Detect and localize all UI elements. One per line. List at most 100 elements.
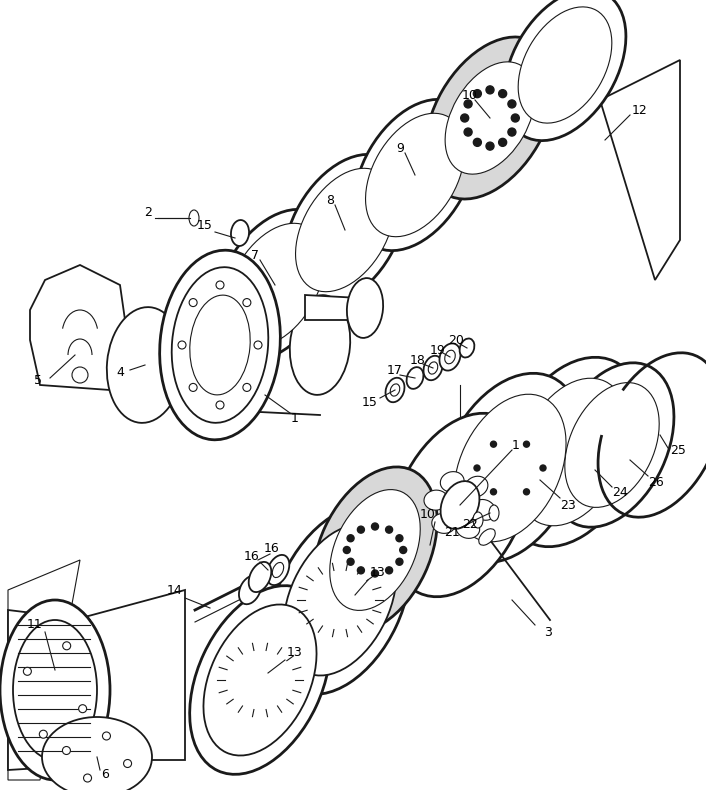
Circle shape (189, 299, 197, 307)
Circle shape (371, 523, 378, 530)
Text: 19: 19 (430, 344, 446, 356)
Ellipse shape (203, 604, 316, 755)
Ellipse shape (190, 295, 250, 395)
Ellipse shape (445, 62, 535, 174)
Ellipse shape (385, 378, 405, 402)
Circle shape (371, 570, 378, 577)
Ellipse shape (441, 472, 464, 492)
Text: 12: 12 (632, 103, 648, 116)
Ellipse shape (473, 512, 483, 528)
Polygon shape (600, 60, 680, 280)
Circle shape (357, 526, 364, 533)
Circle shape (254, 341, 262, 349)
Ellipse shape (270, 506, 410, 694)
Circle shape (72, 367, 88, 383)
Text: 1: 1 (291, 412, 299, 424)
Circle shape (524, 489, 530, 495)
Ellipse shape (239, 576, 261, 604)
Text: 21: 21 (444, 525, 460, 539)
Polygon shape (8, 610, 95, 770)
Ellipse shape (42, 717, 152, 790)
Ellipse shape (267, 555, 289, 585)
Text: 8: 8 (326, 194, 334, 206)
Text: 15: 15 (197, 219, 213, 231)
Ellipse shape (160, 250, 280, 440)
Circle shape (357, 567, 364, 574)
Ellipse shape (445, 350, 455, 364)
Circle shape (124, 759, 131, 768)
Circle shape (189, 383, 197, 391)
Circle shape (343, 547, 350, 554)
Circle shape (498, 89, 507, 98)
Polygon shape (8, 560, 80, 780)
Ellipse shape (214, 209, 336, 360)
Ellipse shape (273, 562, 284, 577)
Circle shape (540, 465, 546, 471)
Text: 3: 3 (544, 626, 552, 638)
Circle shape (473, 89, 481, 98)
Circle shape (102, 732, 110, 740)
Ellipse shape (330, 490, 420, 611)
Ellipse shape (516, 378, 628, 526)
Ellipse shape (225, 224, 325, 347)
Circle shape (508, 100, 516, 108)
Circle shape (486, 86, 494, 94)
Ellipse shape (296, 168, 395, 292)
Text: 25: 25 (670, 443, 686, 457)
Circle shape (524, 441, 530, 447)
Ellipse shape (504, 0, 626, 141)
Ellipse shape (0, 600, 110, 780)
Text: 14: 14 (167, 584, 183, 596)
Ellipse shape (390, 384, 400, 396)
Text: 7: 7 (251, 249, 259, 261)
Text: 11: 11 (27, 619, 43, 631)
Ellipse shape (456, 518, 479, 538)
Circle shape (385, 526, 393, 533)
Ellipse shape (347, 278, 383, 338)
Polygon shape (30, 265, 125, 390)
Text: 13: 13 (370, 566, 386, 578)
Ellipse shape (518, 7, 612, 123)
Ellipse shape (429, 362, 438, 374)
Ellipse shape (500, 357, 645, 547)
Circle shape (347, 559, 354, 566)
Ellipse shape (550, 363, 674, 527)
Ellipse shape (460, 338, 474, 358)
Text: 5: 5 (34, 374, 42, 386)
Text: 22: 22 (462, 517, 478, 531)
Ellipse shape (407, 367, 424, 389)
Text: 13: 13 (287, 645, 303, 659)
Ellipse shape (425, 37, 555, 199)
Text: 16: 16 (244, 551, 260, 563)
Text: 26: 26 (648, 476, 664, 488)
Ellipse shape (190, 585, 330, 774)
Text: 6: 6 (101, 769, 109, 781)
Circle shape (491, 441, 496, 447)
Ellipse shape (284, 525, 397, 675)
Text: 23: 23 (560, 498, 576, 511)
Ellipse shape (565, 382, 659, 507)
Ellipse shape (390, 413, 530, 596)
Circle shape (62, 747, 71, 754)
Circle shape (486, 142, 494, 150)
Ellipse shape (441, 481, 479, 529)
Text: 2: 2 (144, 205, 152, 219)
Ellipse shape (289, 295, 350, 395)
Circle shape (83, 774, 92, 782)
Ellipse shape (454, 394, 566, 542)
Ellipse shape (189, 210, 199, 226)
Ellipse shape (465, 476, 488, 497)
Ellipse shape (313, 467, 437, 633)
Circle shape (243, 383, 251, 391)
Ellipse shape (424, 490, 448, 510)
Ellipse shape (249, 562, 271, 592)
Text: 9: 9 (396, 141, 404, 155)
Circle shape (473, 138, 481, 146)
Text: 10: 10 (420, 509, 436, 521)
Circle shape (216, 281, 224, 289)
Polygon shape (55, 590, 185, 760)
Circle shape (511, 114, 520, 122)
Circle shape (23, 668, 31, 675)
Circle shape (63, 641, 71, 650)
Circle shape (464, 128, 472, 136)
